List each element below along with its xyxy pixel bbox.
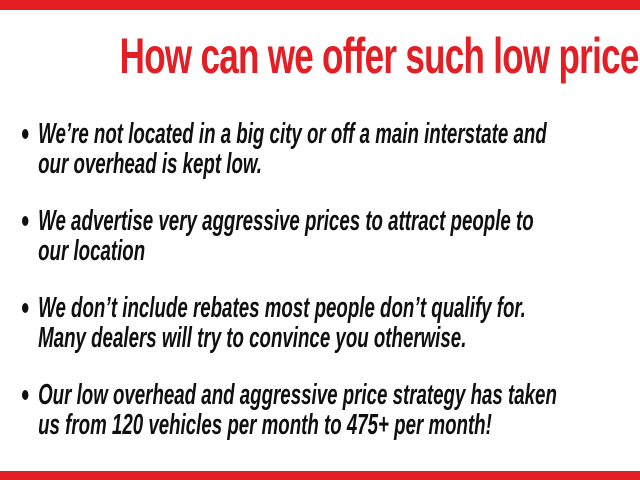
bullet-dot-icon xyxy=(22,390,29,400)
bullet-line: Many dealers will try to convince you ot… xyxy=(38,322,467,354)
bullet-text: Our low overhead and aggressive price st… xyxy=(38,380,628,440)
headline-container: How can we offer such low prices? xyxy=(0,28,640,84)
bullet-line: our overhead is kept low. xyxy=(38,148,262,180)
bullet-dot-icon xyxy=(22,216,29,226)
bullet-text: We don’t include rebates most people don… xyxy=(38,293,628,353)
bullet-line: Our low overhead and aggressive price st… xyxy=(38,379,557,411)
list-item: We don’t include rebates most people don… xyxy=(22,293,628,353)
bullet-marker-cell xyxy=(22,293,38,313)
bullet-line: We advertise very aggressive prices to a… xyxy=(38,205,534,237)
bullet-dot-icon xyxy=(22,303,29,313)
page-title: How can we offer such low prices? xyxy=(119,28,640,84)
bullet-line: We don’t include rebates most people don… xyxy=(38,292,526,324)
bullet-list: We’re not located in a big city or off a… xyxy=(22,119,628,467)
bullet-line: us from 120 vehicles per month to 475+ p… xyxy=(38,409,492,441)
bullet-marker-cell xyxy=(22,119,38,139)
bullet-line: our location xyxy=(38,235,146,267)
bullet-marker-cell xyxy=(22,380,38,400)
bullet-line: We’re not located in a big city or off a… xyxy=(38,118,547,150)
bullet-text: We’re not located in a big city or off a… xyxy=(38,119,628,179)
bullet-dot-icon xyxy=(22,129,29,139)
list-item: We advertise very aggressive prices to a… xyxy=(22,206,628,266)
bottom-red-bar xyxy=(0,471,640,480)
top-red-bar xyxy=(0,0,640,10)
list-item: Our low overhead and aggressive price st… xyxy=(22,380,628,440)
bullet-text: We advertise very aggressive prices to a… xyxy=(38,206,628,266)
bullet-marker-cell xyxy=(22,206,38,226)
list-item: We’re not located in a big city or off a… xyxy=(22,119,628,179)
